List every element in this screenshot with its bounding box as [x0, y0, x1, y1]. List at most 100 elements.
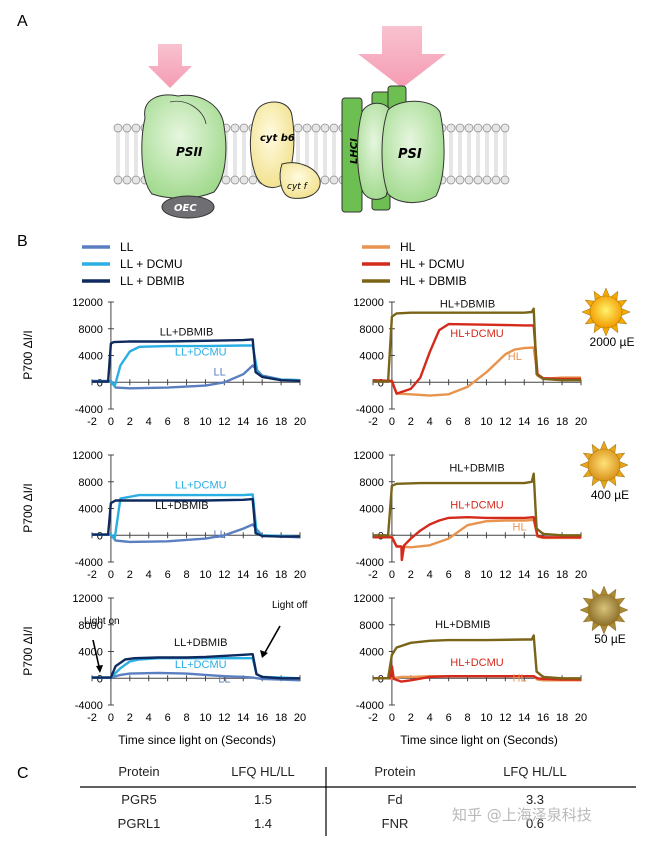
y-tick-label: 8000 — [78, 620, 102, 632]
light-intensity-icons: 2000 µE 400 µE 50 µE — [579, 287, 634, 646]
series-annotation: HL — [513, 522, 527, 534]
x-tick-label: 0 — [108, 712, 114, 724]
panel-c-letter: C — [17, 765, 29, 782]
panel-b-letter: B — [17, 233, 28, 250]
y-tick-label: 4000 — [78, 504, 102, 516]
header-lfq-right: LFQ HL/LL — [503, 764, 567, 779]
table-row: PGRL1 1.4 FNR 0.6 — [80, 816, 640, 838]
lipid-head — [302, 123, 312, 133]
lipid-head — [239, 123, 249, 133]
cytf-label: cyt f — [287, 182, 309, 192]
series-annotation: LL+DCMU — [175, 347, 227, 359]
x-tick-label: 18 — [556, 416, 568, 428]
x-tick-label: 6 — [446, 569, 452, 581]
y-tick-label: 8000 — [359, 477, 383, 489]
x-tick-label: 16 — [537, 569, 549, 581]
series-line-hld — [373, 516, 581, 562]
lipid-head — [113, 123, 123, 133]
series-line-llb — [92, 497, 300, 538]
sun-icon — [581, 287, 631, 337]
x-tick-label: 12 — [499, 416, 511, 428]
lipid-head — [464, 175, 474, 185]
lhci-label: LHCI — [349, 138, 360, 164]
lipid-head — [491, 123, 501, 133]
lipid-head — [230, 175, 240, 185]
psii-label: PSII — [176, 145, 203, 159]
lipid-head — [239, 175, 249, 185]
legend-label-lld: LL + DCMU — [120, 257, 183, 271]
x-tick-label: 8 — [183, 569, 189, 581]
series-annotation: LL+DCMU — [175, 659, 227, 671]
x-tick-label: 20 — [575, 569, 587, 581]
x-tick-label: 16 — [537, 416, 549, 428]
y-tick-label: -4000 — [75, 557, 103, 569]
y-tick-label: 0 — [378, 377, 384, 389]
x-tick-label: 0 — [389, 569, 395, 581]
x-tick-label: 6 — [165, 569, 171, 581]
x-tick-label: 18 — [556, 569, 568, 581]
x-tick-label: 6 — [165, 416, 171, 428]
lipid-head — [113, 175, 123, 185]
x-tick-label: -2 — [368, 569, 378, 581]
x-tick-label: 8 — [183, 416, 189, 428]
lipid-head — [122, 175, 132, 185]
panel-a-diagram: A PSII OEC cyt b6 cyt f LHCI P — [17, 13, 510, 219]
series-line-hlb — [373, 307, 581, 383]
y-tick-label: -4000 — [75, 700, 103, 712]
x-tick-label: 20 — [294, 712, 306, 724]
x-tick-label: 10 — [480, 569, 492, 581]
x-tick-label: 12 — [499, 712, 511, 724]
x-tick-label: 2 — [127, 569, 133, 581]
series-annotation: HL — [508, 351, 522, 363]
x-tick-label: 2 — [127, 712, 133, 724]
table-row: PGR5 1.5 Fd 3.3 — [80, 792, 640, 814]
watermark: 知乎 @上海泽泉科技 — [452, 806, 592, 824]
x-tick-label: 0 — [108, 416, 114, 428]
series-annotation: LL+DBMIB — [160, 326, 214, 338]
chart-1: -4000 0 4000 8000 12000 -2 0 2 4 6 8 10 12 14 16 18 20 LL… — [72, 297, 306, 428]
y-axis-label: P700 ΔI/I — [21, 330, 35, 379]
lipid-head — [500, 123, 510, 133]
x-tick-label: 0 — [389, 712, 395, 724]
x-tick-label: 12 — [218, 416, 230, 428]
table-header-row: Protein LFQ HL/LL Protein LFQ HL/LL — [80, 764, 640, 786]
y-tick-label: 4000 — [359, 351, 383, 363]
panel-a-letter: A — [17, 13, 28, 30]
lipid-head — [131, 175, 141, 185]
psi-complex: LHCI PSI — [341, 85, 445, 213]
lipid-head — [491, 175, 501, 185]
lipid-head — [482, 123, 492, 133]
panel-c-table: C — [17, 765, 636, 836]
x-tick-label: 4 — [427, 569, 433, 581]
series-line-llb — [92, 653, 300, 680]
x-axis-label: Time since light on (Seconds) — [400, 733, 558, 747]
cell: FNR — [381, 816, 409, 831]
y-tick-label: 12000 — [353, 450, 384, 462]
x-tick-label: 0 — [108, 569, 114, 581]
series-annotation: HL+DBMIB — [440, 298, 495, 310]
legend-label-llb: LL + DBMIB — [120, 274, 185, 288]
x-tick-label: 2 — [408, 416, 414, 428]
y-tick-label: 0 — [97, 377, 103, 389]
x-tick-label: 4 — [427, 712, 433, 724]
lipid-head — [221, 175, 231, 185]
x-axis-label: Time since light on (Seconds) — [118, 733, 276, 747]
series-line-ll — [92, 523, 301, 544]
light-off-arrow-icon — [262, 625, 281, 657]
x-tick-label: 10 — [480, 416, 492, 428]
series-annotation: HL+DBMIB — [449, 463, 504, 475]
legend-label-hl: HL — [400, 240, 416, 254]
y-tick-label: 4000 — [359, 504, 383, 516]
x-tick-label: 8 — [464, 712, 470, 724]
series-annotation: HL+DCMU — [450, 328, 504, 340]
cell: PGR5 — [121, 792, 157, 807]
chart-5: -4000 0 4000 8000 12000 -2 0 2 4 6 8 10 12 14 16 18 20 LL… — [72, 593, 306, 724]
x-tick-label: -2 — [87, 416, 97, 428]
x-tick-label: -2 — [87, 712, 97, 724]
x-tick-label: 20 — [294, 569, 306, 581]
y-tick-label: 0 — [97, 673, 103, 685]
x-tick-label: 14 — [237, 569, 249, 581]
